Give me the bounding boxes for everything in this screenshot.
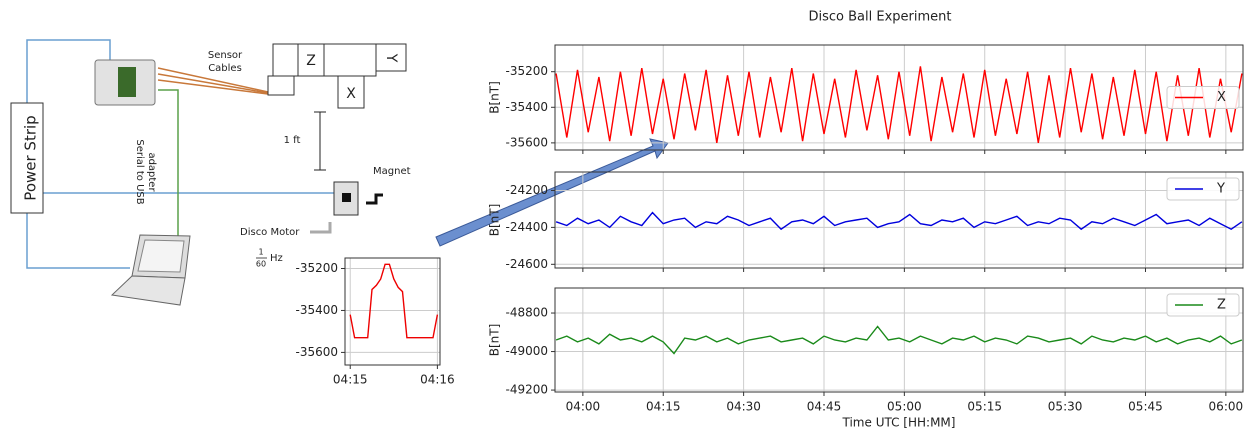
axis-x-label: X [346, 86, 356, 102]
line-series [349, 263, 439, 339]
power-strip [10, 102, 44, 214]
y-tick-label: -24400 [505, 220, 548, 234]
y-axis-label: B[nT] [488, 204, 502, 237]
axes-frame [344, 257, 441, 366]
sensor-cable [157, 73, 269, 94]
x-tick-label: 05:45 [1128, 400, 1163, 414]
freq-unit: Hz [270, 253, 283, 264]
laptop-keyboard [110, 275, 186, 306]
y-tick-label: -48800 [505, 306, 548, 320]
sensor-y [375, 43, 407, 72]
magnet-label: Magnet [373, 166, 411, 177]
legend-label: Z [1217, 298, 1226, 313]
y-tick-label: -49200 [505, 383, 548, 397]
freq-denominator: 60 [256, 260, 266, 269]
axis-z-label: Z [306, 53, 316, 69]
setup-diagram: Power Strip Sensor Cables Serial to USB … [10, 39, 669, 306]
sensor-cables-label: Cables [208, 63, 242, 74]
chart-title: Disco Ball Experiment [809, 10, 952, 25]
line-series [555, 66, 1243, 144]
sensor-base [267, 75, 295, 96]
y-tick-label: -35600 [295, 345, 338, 359]
y-tick-label: -24600 [505, 257, 548, 271]
y-axis-label: B[nT] [488, 81, 502, 114]
y-tick-label: -24200 [505, 183, 548, 197]
sensor-cable [157, 67, 269, 93]
motor-label: Disco Motor [240, 227, 300, 238]
laptop-cable [26, 210, 130, 269]
magnet [342, 193, 351, 202]
y-tick-label: -35200 [505, 64, 548, 78]
power-cable [26, 39, 111, 120]
axes-frame [554, 171, 1244, 269]
logger-screen [118, 67, 136, 97]
y-tick-label: -35400 [505, 100, 548, 114]
magnet-arm [366, 193, 383, 205]
x-tick-label: 04:00 [566, 400, 601, 414]
line-series [555, 211, 1243, 231]
legend-label: Y [1216, 182, 1225, 197]
sensor-x [337, 75, 365, 109]
serial-cable [158, 89, 179, 240]
distance-label: 1 ft [284, 135, 301, 146]
x-tick-label: 04:15 [646, 400, 681, 414]
sensor-block [272, 43, 299, 77]
x-tick-label: 05:30 [1048, 400, 1083, 414]
axes-frame [554, 44, 1244, 151]
x-tick-label: 05:15 [967, 400, 1002, 414]
adapter-label: Serial to USB [134, 139, 145, 204]
motor-pointer [310, 222, 332, 234]
axes-frame [554, 287, 1244, 393]
x-tick-label: 05:00 [887, 400, 922, 414]
x-axis-label: Time UTC [HH:MM] [842, 416, 956, 430]
x-tick-label: 04:45 [807, 400, 842, 414]
adapter-label: adapter [146, 152, 157, 192]
x-tick-label: 04:15 [333, 373, 368, 387]
y-tick-label: -35600 [505, 135, 548, 149]
sensor-z [297, 43, 325, 77]
axis-y-label: Y [383, 53, 399, 63]
x-tick-label: 04:16 [420, 373, 455, 387]
y-tick-label: -35200 [295, 261, 338, 275]
x-tick-label: 06:00 [1209, 400, 1244, 414]
y-axis-label: B[nT] [488, 324, 502, 357]
laptop-display [137, 239, 185, 273]
sensor-cable [157, 79, 269, 95]
zoom-arrow [435, 138, 669, 247]
freq-numerator: 1 [258, 248, 263, 257]
y-tick-label: -35400 [295, 303, 338, 317]
y-tick-label: -49000 [505, 344, 548, 358]
x-tick-label: 04:30 [726, 400, 761, 414]
line-series [555, 325, 1243, 355]
sensor-rod [323, 43, 377, 77]
sensor-cables-label: Sensor [208, 50, 243, 61]
power-strip-label: Power Strip [22, 115, 40, 200]
legend-label: X [1217, 90, 1226, 105]
